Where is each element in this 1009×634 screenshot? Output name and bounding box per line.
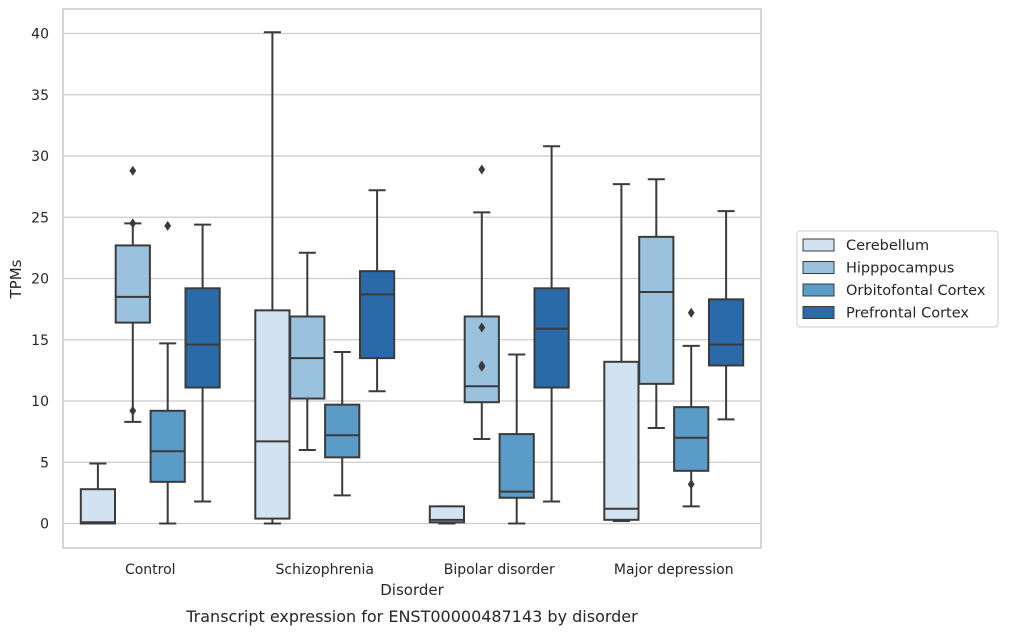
box (114, 244, 151, 324)
outlier-marker (129, 165, 137, 176)
box (638, 235, 675, 385)
legend-swatch (802, 283, 835, 297)
legend-swatch (802, 238, 835, 252)
legend: Cerebellum Hipppocampus Orbitofontal Corte… (796, 230, 999, 328)
x-tick-label: Bipolar disorder (444, 562, 555, 578)
outlier-marker (687, 307, 695, 318)
box-group (428, 505, 466, 525)
x-tick-label: Control (125, 562, 176, 578)
box-group (254, 31, 291, 525)
y-tick-labels: 0 5 10 15 20 25 30 35 40 (31, 27, 49, 533)
y-tick-label: 0 (40, 517, 49, 533)
box-group (289, 251, 326, 451)
x-tick-label: Schizophrenia (276, 562, 374, 578)
box (428, 505, 466, 524)
box-group (149, 220, 186, 525)
x-tick-label: Major depression (614, 562, 734, 578)
y-axis-title: TPMs (7, 259, 25, 299)
legend-label: Orbitofontal Cortex (846, 283, 986, 299)
box-group (638, 178, 675, 429)
box (324, 403, 361, 459)
outlier-marker (478, 164, 486, 175)
box-group (358, 189, 396, 393)
y-tick-label: 30 (31, 149, 49, 165)
box (254, 309, 291, 520)
legend-swatch (802, 261, 835, 274)
box-group (463, 164, 500, 440)
y-tick-label: 40 (31, 27, 49, 43)
box-group (603, 183, 640, 523)
legend-label: Cerebellum (846, 238, 929, 254)
y-tick-label: 10 (31, 394, 49, 410)
y-tick-label: 25 (31, 210, 49, 226)
box (498, 433, 535, 499)
box-group (184, 223, 221, 503)
y-tick-label: 35 (31, 88, 49, 104)
y-tick-label: 15 (31, 333, 49, 349)
box (533, 287, 570, 389)
x-axis-title: Disorder (380, 581, 444, 599)
plot-area-frame (62, 8, 762, 549)
box (673, 406, 710, 472)
box (184, 287, 221, 389)
box-groups (79, 31, 745, 525)
y-tick-label: 20 (31, 272, 49, 288)
box-group (79, 462, 117, 525)
legend-label: Prefrontal Cortex (846, 306, 969, 322)
outlier-marker (478, 361, 486, 372)
box (149, 409, 186, 483)
outlier-marker (129, 218, 137, 229)
legend-frame (796, 230, 999, 328)
y-tick-label: 5 (40, 455, 49, 471)
chart-caption: Transcript expression for ENST0000048714… (185, 607, 638, 626)
outlier-marker (164, 220, 172, 231)
box-group (498, 353, 535, 525)
outlier-marker (478, 322, 486, 333)
legend-swatch (802, 306, 835, 319)
x-tick-labels: Control Schizophrenia Bipolar disorder Majo… (125, 562, 734, 578)
box-group (533, 145, 570, 503)
outlier-marker (129, 405, 137, 416)
box-group (673, 307, 710, 508)
box (603, 360, 640, 521)
box (707, 298, 745, 367)
outlier-marker (687, 479, 695, 490)
box-group (324, 351, 361, 497)
box (358, 270, 396, 360)
legend-label: Hipppocampus (846, 261, 954, 277)
box-group (114, 165, 151, 423)
box-group (707, 210, 745, 421)
box (79, 488, 117, 525)
